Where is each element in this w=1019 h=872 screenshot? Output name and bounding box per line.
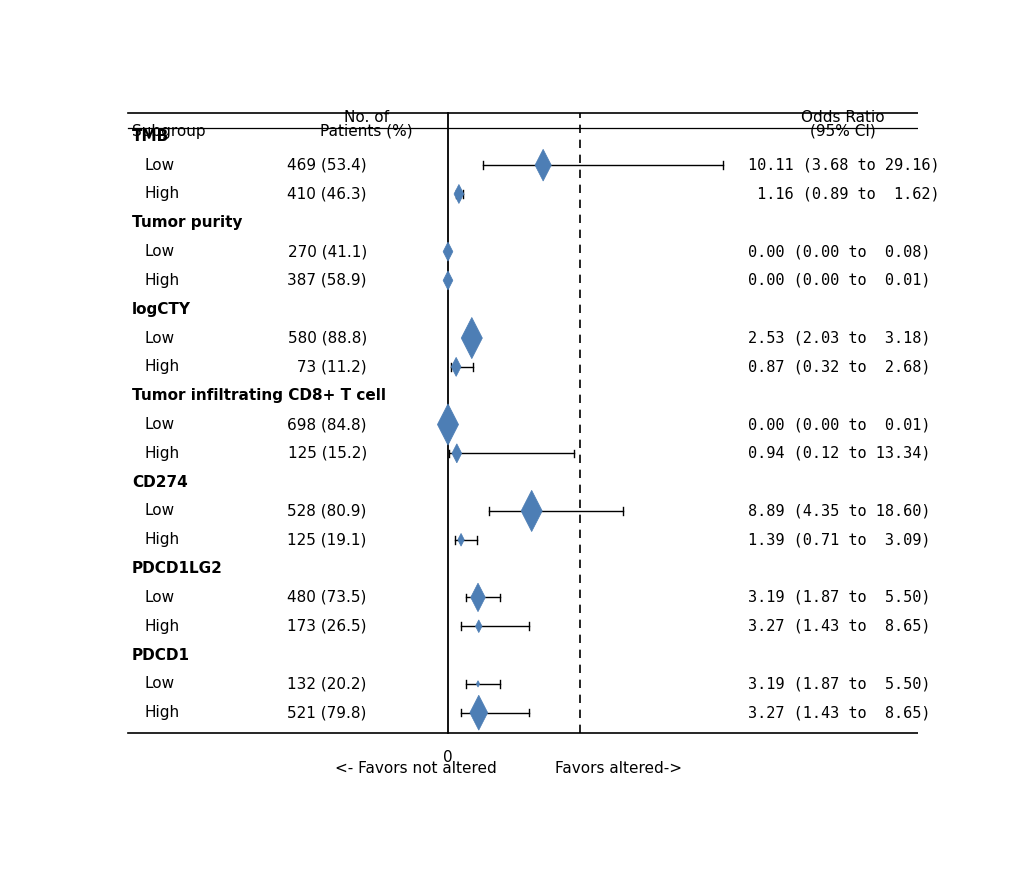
Text: 3.27 (1.43 to  8.65): 3.27 (1.43 to 8.65): [747, 619, 929, 634]
Text: Low: Low: [145, 158, 174, 173]
Polygon shape: [470, 695, 487, 730]
Text: Tumor purity: Tumor purity: [131, 215, 243, 230]
Text: Low: Low: [145, 677, 174, 691]
Polygon shape: [470, 583, 485, 611]
Text: High: High: [145, 273, 179, 288]
Polygon shape: [437, 404, 459, 445]
Text: 125 (19.1): 125 (19.1): [287, 532, 367, 548]
Text: Patients (%): Patients (%): [320, 124, 413, 139]
Text: Low: Low: [145, 590, 174, 605]
Polygon shape: [461, 317, 482, 358]
Text: 1.39 (0.71 to  3.09): 1.39 (0.71 to 3.09): [747, 532, 929, 548]
Text: 387 (58.9): 387 (58.9): [287, 273, 367, 288]
Text: 480 (73.5): 480 (73.5): [287, 590, 367, 605]
Text: Tumor infiltrating CD8+ T cell: Tumor infiltrating CD8+ T cell: [131, 388, 385, 403]
Text: 270 (41.1): 270 (41.1): [287, 244, 367, 259]
Text: Low: Low: [145, 417, 174, 432]
Text: <- Favors not altered: <- Favors not altered: [334, 761, 496, 776]
Text: Favors altered->: Favors altered->: [555, 761, 682, 776]
Text: 2.53 (2.03 to  3.18): 2.53 (2.03 to 3.18): [747, 330, 929, 345]
Text: 0: 0: [442, 750, 452, 765]
Text: 0.00 (0.00 to  0.08): 0.00 (0.00 to 0.08): [747, 244, 929, 259]
Text: 698 (84.8): 698 (84.8): [287, 417, 367, 432]
Text: PDCD1LG2: PDCD1LG2: [131, 561, 222, 576]
Text: logCTY: logCTY: [131, 302, 191, 317]
Text: 410 (46.3): 410 (46.3): [287, 187, 367, 201]
Text: 8.89 (4.35 to 18.60): 8.89 (4.35 to 18.60): [747, 503, 929, 519]
Text: High: High: [145, 705, 179, 720]
Text: TMB: TMB: [131, 129, 169, 144]
Text: CD274: CD274: [131, 474, 187, 490]
Polygon shape: [476, 681, 479, 687]
Polygon shape: [451, 444, 462, 463]
Polygon shape: [521, 490, 542, 532]
Text: Low: Low: [145, 244, 174, 259]
Text: High: High: [145, 446, 179, 460]
Polygon shape: [458, 534, 464, 546]
Text: High: High: [145, 619, 179, 634]
Polygon shape: [535, 149, 550, 181]
Text: 73 (11.2): 73 (11.2): [291, 359, 367, 374]
Text: 528 (80.9): 528 (80.9): [287, 503, 367, 519]
Text: High: High: [145, 359, 179, 374]
Text: 469 (53.4): 469 (53.4): [287, 158, 367, 173]
Text: 580 (88.8): 580 (88.8): [287, 330, 367, 345]
Text: Subgroup: Subgroup: [131, 124, 205, 139]
Text: Low: Low: [145, 330, 174, 345]
Text: 1.16 (0.89 to  1.62): 1.16 (0.89 to 1.62): [747, 187, 938, 201]
Text: No. of: No. of: [344, 110, 389, 125]
Text: 521 (79.8): 521 (79.8): [287, 705, 367, 720]
Text: 0.87 (0.32 to  2.68): 0.87 (0.32 to 2.68): [747, 359, 929, 374]
Text: High: High: [145, 187, 179, 201]
Polygon shape: [475, 620, 482, 632]
Text: 0.94 (0.12 to 13.34): 0.94 (0.12 to 13.34): [747, 446, 929, 460]
Text: High: High: [145, 532, 179, 548]
Text: 0.00 (0.00 to  0.01): 0.00 (0.00 to 0.01): [747, 417, 929, 432]
Text: 10.11 (3.68 to 29.16): 10.11 (3.68 to 29.16): [747, 158, 938, 173]
Text: PDCD1: PDCD1: [131, 648, 190, 663]
Text: Odds Ratio: Odds Ratio: [801, 110, 884, 125]
Text: 3.19 (1.87 to  5.50): 3.19 (1.87 to 5.50): [747, 590, 929, 605]
Text: 132 (20.2): 132 (20.2): [287, 677, 367, 691]
Text: 3.27 (1.43 to  8.65): 3.27 (1.43 to 8.65): [747, 705, 929, 720]
Text: (95% CI): (95% CI): [809, 124, 875, 139]
Text: 125 (15.2): 125 (15.2): [287, 446, 367, 460]
Polygon shape: [453, 185, 464, 203]
Polygon shape: [442, 271, 452, 290]
Text: 173 (26.5): 173 (26.5): [287, 619, 367, 634]
Text: 0.00 (0.00 to  0.01): 0.00 (0.00 to 0.01): [747, 273, 929, 288]
Polygon shape: [442, 242, 452, 261]
Text: Low: Low: [145, 503, 174, 519]
Text: 3.19 (1.87 to  5.50): 3.19 (1.87 to 5.50): [747, 677, 929, 691]
Polygon shape: [450, 358, 461, 377]
